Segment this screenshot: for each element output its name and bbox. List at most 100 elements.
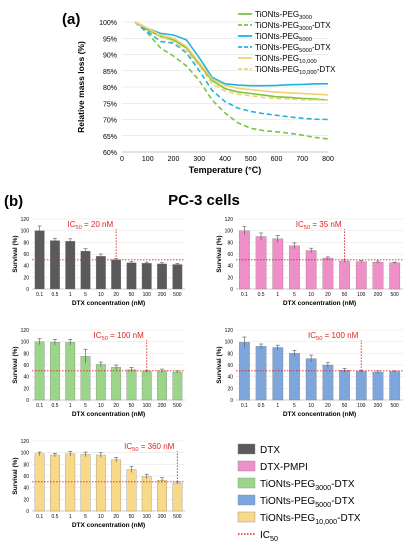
series-line-2: [134, 21, 328, 87]
y-tick-label: 60: [227, 252, 233, 258]
x-tick-label: 500: [245, 156, 257, 163]
x-tick-label: 100: [357, 292, 366, 298]
bar: [305, 358, 317, 401]
x-tick-label: 100: [142, 156, 154, 163]
y-tick-label: 40: [23, 486, 29, 492]
bar-chart-peg10000: 0 20 40 60 80 100 120 0.1 0.5 1 5 10 20 50 100 200 500 IC…: [12, 439, 185, 529]
bar: [95, 454, 106, 512]
legend-swatch: [237, 460, 256, 472]
bar: [126, 369, 137, 401]
ic50-label: IC50 = 360 nM: [124, 442, 175, 453]
x-tick-label: 10: [98, 292, 104, 298]
x-tick-label: 20: [325, 292, 331, 298]
x-tick-label: 100: [357, 403, 366, 409]
y-tick-label: 100%: [99, 20, 117, 27]
x-tick-label: 50: [129, 292, 135, 298]
bar: [126, 262, 137, 290]
x-tick-label: 500: [173, 403, 182, 409]
y-tick-label: 120: [21, 328, 30, 334]
y-tick-label: 100: [225, 340, 234, 346]
x-tick-label: 10: [98, 403, 104, 409]
bar: [272, 347, 284, 401]
x-tick-label: 0.1: [36, 403, 43, 409]
legend-label: TiONts-PEG3000-DTX: [260, 479, 355, 492]
x-tick-label: 300: [193, 156, 205, 163]
bar: [389, 262, 401, 290]
x-tick-label: 200: [158, 514, 167, 520]
x-tick-label: 200: [374, 403, 383, 409]
y-tick-label: 80: [23, 240, 29, 246]
bar: [372, 371, 384, 401]
y-axis-title: Survival (%): [12, 235, 19, 272]
x-tick-label: 5: [293, 292, 296, 298]
series-line-5: [134, 21, 328, 101]
ic50-label: IC50 = 100 nM: [94, 331, 145, 342]
bar: [65, 241, 76, 290]
x-tick-label: 50: [342, 292, 348, 298]
y-tick-label: 0: [230, 287, 233, 293]
x-tick-label: 1: [276, 292, 279, 298]
legend-label: TiONts-PEG5000-DTX: [260, 496, 355, 509]
panel-a-label: (a): [62, 11, 80, 28]
x-axis-title: DTX concentration (nM): [283, 411, 356, 418]
legend-label: TiONts-PEG10,000: [255, 54, 317, 65]
x-tick-label: 50: [342, 403, 348, 409]
bar: [172, 482, 183, 512]
panel-b-label: (b): [4, 193, 23, 210]
bar: [255, 236, 267, 290]
legend-label: DTX: [260, 445, 280, 456]
legend-swatch: [237, 494, 256, 506]
x-tick-label: 500: [173, 514, 182, 520]
x-tick-label: 5: [293, 403, 296, 409]
bar: [141, 263, 152, 290]
y-tick-label: 80: [23, 462, 29, 468]
tga-line-chart: 60% 65% 70% 75% 80% 85% 90% 95% 100% 0 100 200 300 40…: [76, 10, 336, 175]
x-tick-label: 0.5: [51, 403, 58, 409]
y-tick-label: 120: [21, 217, 30, 223]
x-tick-label: 200: [158, 292, 167, 298]
x-tick-label: 0: [120, 156, 124, 163]
bar: [289, 353, 300, 401]
x-tick-label: 200: [374, 292, 383, 298]
y-tick-label: 100: [21, 229, 30, 235]
y-tick-label: 20: [23, 386, 29, 392]
series-line-3: [134, 21, 329, 121]
legend-label: TiONts-PEG5000: [255, 32, 312, 43]
bar: [339, 260, 350, 290]
bar: [50, 240, 60, 290]
x-tick-label: 0.5: [51, 514, 58, 520]
x-tick-label: 0.5: [51, 292, 58, 298]
y-tick-label: 0: [26, 287, 29, 293]
y-tick-label: 95%: [103, 36, 117, 43]
x-axis-title: DTX concentration (nM): [283, 300, 356, 307]
bar: [355, 371, 367, 401]
legend-label: TiONts-PEG3000: [255, 10, 312, 21]
bar-chart-dtx-pmpi: 0 20 40 60 80 100 120 0.1 0.5 1 5 10 20 50 100 200 500 IC…: [216, 217, 403, 307]
y-tick-label: 0: [26, 509, 29, 515]
y-tick-label: 40: [23, 375, 29, 381]
bar: [65, 453, 76, 512]
y-tick-label: 40: [227, 264, 233, 270]
y-tick-label: 100: [21, 451, 30, 457]
bar: [126, 469, 137, 512]
bar: [50, 342, 60, 401]
bar: [141, 371, 152, 401]
bar: [322, 364, 334, 401]
x-tick-label: 800: [322, 156, 334, 163]
bar: [157, 479, 167, 512]
y-tick-label: 20: [23, 497, 29, 503]
bar-chart-peg5000: 0 20 40 60 80 100 120 0.1 0.5 1 5 10 20 50 100 200 500 IC…: [216, 328, 403, 418]
y-tick-label: 60: [227, 363, 233, 369]
x-tick-label: 0.1: [36, 514, 43, 520]
x-tick-label: 1: [69, 292, 72, 298]
bar: [389, 371, 401, 401]
y-tick-label: 80: [23, 351, 29, 357]
y-axis-title: Survival (%): [216, 346, 223, 383]
y-tick-label: 60%: [103, 150, 117, 157]
bar: [65, 342, 76, 401]
y-tick-label: 90%: [103, 53, 117, 60]
y-tick-label: 80: [227, 240, 233, 246]
series-line-1: [134, 21, 329, 140]
legend-label: TiONts-PEG10,000-DTX: [255, 65, 336, 76]
